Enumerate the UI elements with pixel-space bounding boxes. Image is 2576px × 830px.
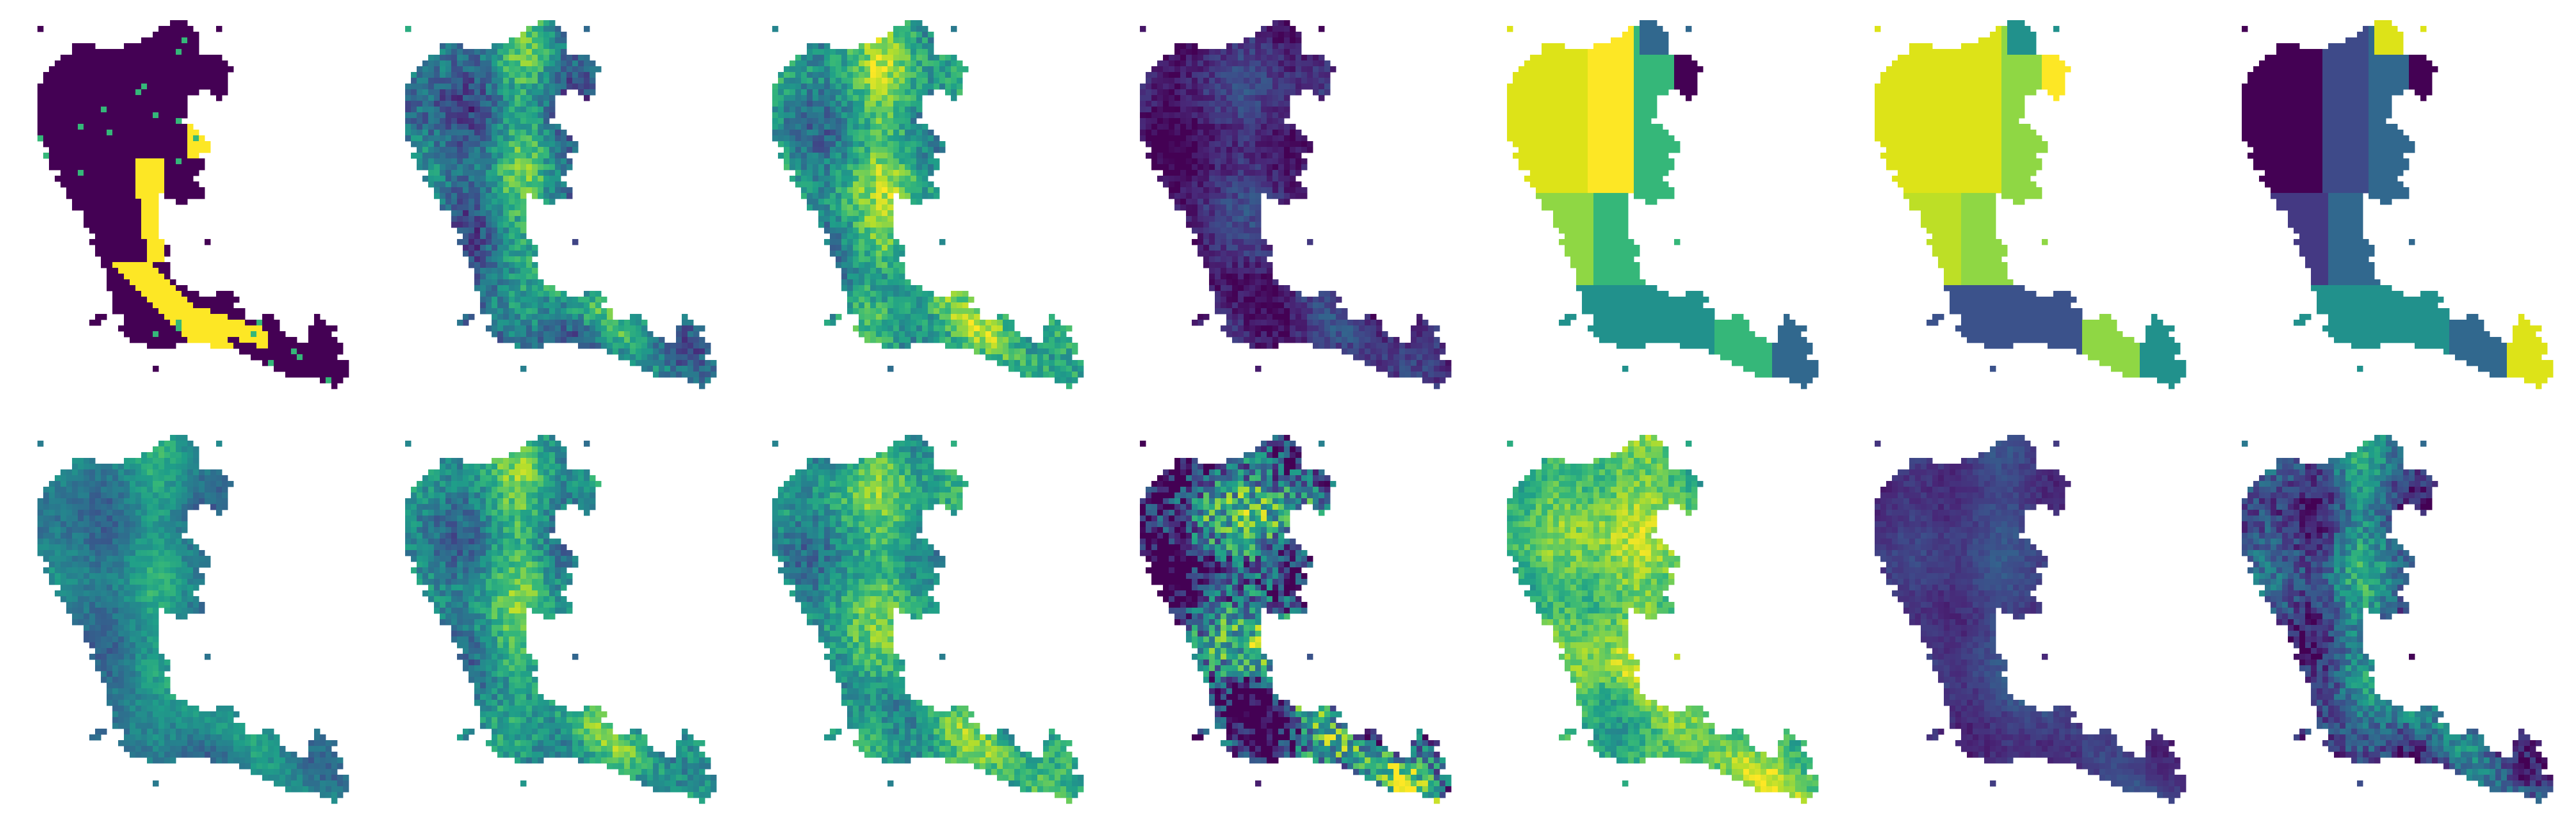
raster-cells [1140,435,1452,804]
raster-cells [772,20,1084,389]
raster-map [37,435,349,804]
map-panel-r1-c2 [399,20,722,400]
raster-map [405,435,717,804]
raster-cells [1507,20,1819,389]
raster-cells [37,20,349,389]
raster-map [1875,20,2186,389]
raster-map [1507,20,1819,389]
map-panel-r2-c3 [766,435,1089,815]
map-panel-r1-c6 [1869,20,2192,400]
raster-cells [1875,435,2186,804]
raster-cells [772,435,1084,804]
map-panel-r1-c1 [32,20,354,400]
map-panel-r2-c6 [1869,435,2192,815]
map-panel-r2-c5 [1501,435,1824,815]
map-panel-r1-c3 [766,20,1089,400]
map-panel-r2-c4 [1134,435,1457,815]
raster-cells [405,435,717,804]
raster-cells [1875,20,2186,389]
map-panel-r1-c4 [1134,20,1457,400]
map-panel-r2-c1 [32,435,354,815]
raster-cells [2242,435,2554,804]
raster-cells [2242,20,2554,389]
map-panel-r2-c2 [399,435,722,815]
raster-map [1140,20,1452,389]
map-panel-r1-c5 [1501,20,1824,400]
raster-map [1507,435,1819,804]
raster-map [2242,435,2554,804]
raster-cells [1140,20,1452,389]
raster-map [2242,20,2554,389]
raster-cells [405,20,717,389]
raster-map [772,435,1084,804]
raster-map [37,20,349,389]
raster-map [1875,435,2186,804]
map-panel-r1-c7 [2236,20,2559,400]
raster-cells [1507,435,1819,804]
raster-map [405,20,717,389]
raster-cells [37,435,349,804]
raster-map [1140,435,1452,804]
raster-map [772,20,1084,389]
map-panel-r2-c7 [2236,435,2559,815]
